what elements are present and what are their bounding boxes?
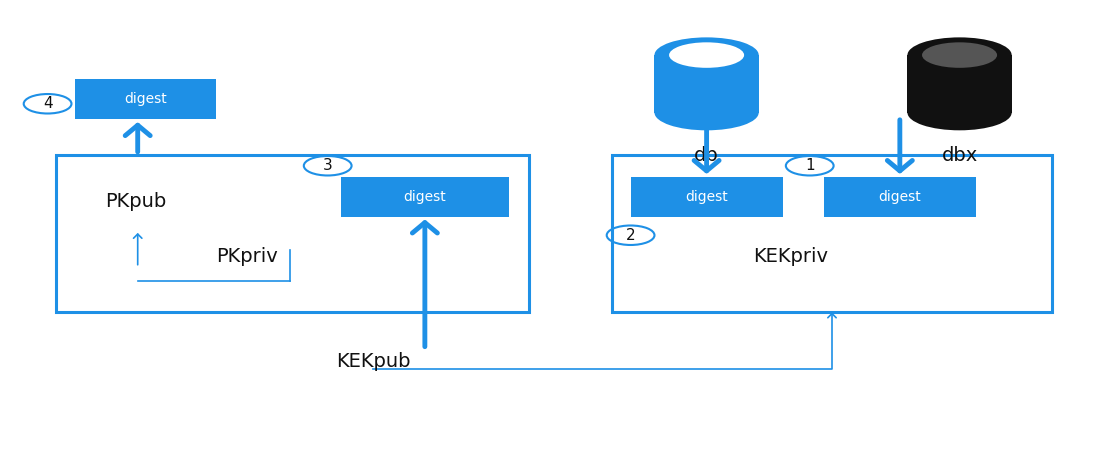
Bar	[613, 155, 1051, 312]
Text: KEKpriv: KEKpriv	[754, 247, 828, 266]
Bar	[340, 177, 509, 216]
Text: digest: digest	[685, 190, 728, 204]
Bar	[74, 79, 216, 119]
Ellipse shape	[922, 42, 997, 68]
Text: 3: 3	[323, 158, 333, 173]
Bar	[654, 55, 759, 113]
Ellipse shape	[907, 95, 1012, 130]
Text: 4: 4	[43, 96, 53, 111]
Text: db: db	[695, 146, 719, 165]
Bar	[824, 177, 976, 216]
Text: KEKpub: KEKpub	[336, 352, 410, 371]
Bar	[630, 177, 782, 216]
Text: 1: 1	[805, 158, 815, 173]
Text: digest: digest	[124, 92, 166, 106]
Text: 2: 2	[626, 228, 636, 243]
Ellipse shape	[654, 37, 759, 73]
Bar	[907, 55, 1012, 113]
Text: PKpub: PKpub	[105, 192, 166, 211]
Text: digest: digest	[404, 190, 446, 204]
Ellipse shape	[907, 37, 1012, 73]
Text: PKpriv: PKpriv	[216, 247, 278, 266]
Ellipse shape	[670, 42, 744, 68]
Text: digest: digest	[878, 190, 921, 204]
Text: dbx: dbx	[942, 146, 978, 165]
Ellipse shape	[654, 95, 759, 130]
Bar	[56, 155, 528, 312]
